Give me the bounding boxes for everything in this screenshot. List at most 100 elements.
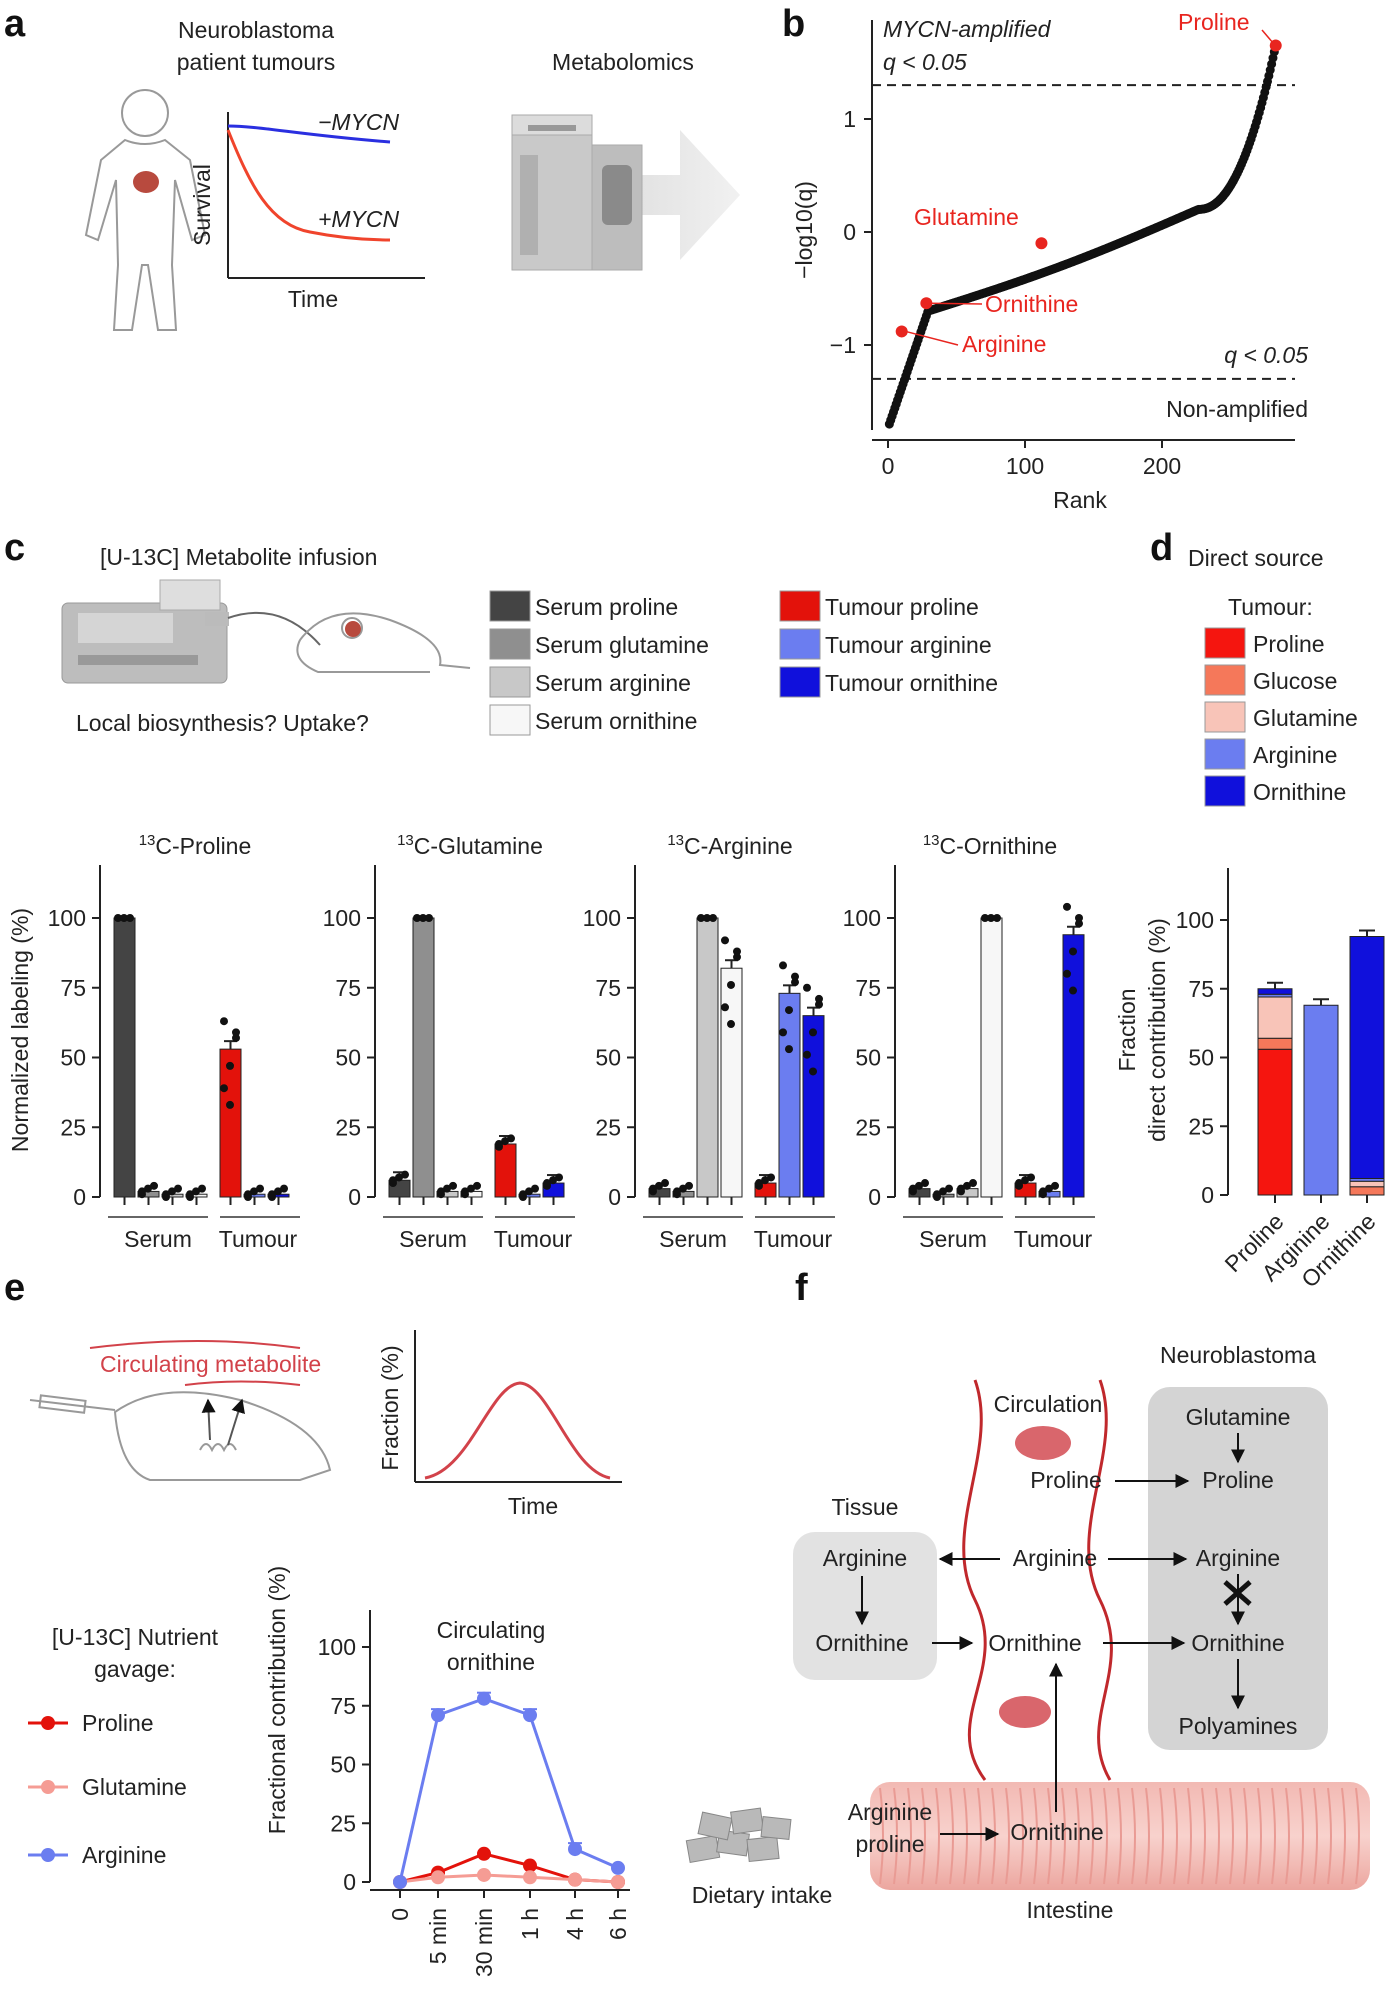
c-y-tick-label: 0 xyxy=(73,1184,86,1210)
survival-plot: −MYCN +MYCN Survival Time xyxy=(189,109,425,312)
e-data-point xyxy=(611,1860,625,1875)
e-legend-marker xyxy=(41,1848,55,1862)
c-y-tick-label: 50 xyxy=(60,1045,86,1071)
d-y-tick-label: 50 xyxy=(1188,1045,1214,1071)
b-highlight-point xyxy=(1035,237,1048,250)
b-x-axis-label: Rank xyxy=(1053,487,1107,513)
c-data-dot xyxy=(1021,1176,1029,1185)
d-bar-segment xyxy=(1349,936,1385,1179)
c-data-dot xyxy=(192,1187,200,1196)
d-bar-segment xyxy=(1349,1186,1385,1196)
e-data-point xyxy=(431,1708,445,1723)
c-bar xyxy=(219,1048,242,1198)
panel-d-label: d xyxy=(1150,527,1173,569)
c-data-dot xyxy=(685,1181,693,1190)
panel-e-label: e xyxy=(4,1267,25,1309)
c-y-tick-label: 0 xyxy=(348,1184,361,1210)
c-data-dot xyxy=(467,1184,475,1193)
c-tumour-label: Tumour xyxy=(219,1226,298,1252)
c-bar xyxy=(113,917,136,1198)
e-y-tick-label: 100 xyxy=(318,1634,356,1660)
c-data-dot xyxy=(981,914,989,922)
c-data-dot xyxy=(661,1179,669,1188)
panel-f-label: f xyxy=(795,1267,808,1309)
c-data-dot xyxy=(1063,902,1071,911)
e-legend-marker xyxy=(41,1716,55,1730)
c-legend-label: Tumour proline xyxy=(825,594,979,620)
c-data-dot xyxy=(1045,1184,1053,1193)
int-proline: proline xyxy=(855,1831,924,1857)
e-data-point xyxy=(523,1858,537,1873)
mycn-amplified-label: MYCN-amplified xyxy=(883,16,1052,42)
bottom-q-threshold-label: q < 0.05 xyxy=(1224,342,1308,368)
c-data-dot xyxy=(709,914,717,922)
c-data-dot xyxy=(733,953,741,962)
tissue-arginine: Arginine xyxy=(823,1545,907,1571)
b-highlight-point xyxy=(920,297,933,310)
e-y-axis-label: Fractional contribution (%) xyxy=(264,1566,290,1834)
c-data-dot xyxy=(198,1184,206,1193)
circ-arginine: Arginine xyxy=(1013,1545,1097,1571)
c-data-dot xyxy=(969,1179,977,1188)
c-data-dot xyxy=(987,914,995,922)
tumour-icon xyxy=(133,171,159,193)
c-data-dot xyxy=(921,1179,929,1188)
c-data-dot xyxy=(395,1173,403,1182)
non-amplified-label: Non-amplified xyxy=(1166,396,1308,422)
c-chart-2: 13C-Arginine 0 25 50 75 100 Serum Tumour xyxy=(583,832,835,1252)
c-data-dot xyxy=(697,914,705,922)
c-legend-swatch xyxy=(779,628,821,660)
b-y-tick-label: 0 xyxy=(843,219,856,245)
c-data-dot xyxy=(727,1020,735,1029)
c-bar xyxy=(778,992,801,1198)
c-data-dot xyxy=(809,1067,817,1076)
c-y-tick-label: 50 xyxy=(595,1045,621,1071)
d-legend-label: Glucose xyxy=(1253,668,1337,694)
c-y-tick-label: 0 xyxy=(868,1184,881,1210)
c-legend-swatch xyxy=(779,590,821,622)
c-data-dot xyxy=(114,914,122,922)
tumours-title-line1: Neuroblastoma xyxy=(178,17,334,43)
intestine-illustration xyxy=(870,1782,1370,1890)
dietary-food-icon xyxy=(685,1807,792,1864)
c-data-dot xyxy=(779,961,787,970)
circulation-label: Circulation xyxy=(994,1391,1103,1417)
d-legend-label: Ornithine xyxy=(1253,779,1346,805)
c-data-dot xyxy=(473,1181,481,1190)
int-ornithine: Ornithine xyxy=(1010,1819,1103,1845)
c-data-dot xyxy=(437,1187,445,1196)
circulating-metabolite-label: Circulating metabolite xyxy=(100,1351,321,1377)
c-data-dot xyxy=(803,1050,811,1059)
c-data-dot xyxy=(449,1181,457,1190)
c-legend-swatch xyxy=(489,590,531,622)
c-chart-title: 13C-Glutamine xyxy=(397,832,543,859)
c-data-dot xyxy=(168,1187,176,1196)
c-data-dot xyxy=(649,1184,657,1193)
e-x-tick-label: 1 h xyxy=(517,1908,543,1940)
red-blood-cell-icon xyxy=(1015,1426,1071,1460)
survival-axis-label: Survival xyxy=(189,164,215,246)
c-y-tick-label: 75 xyxy=(335,975,361,1001)
tissue-ornithine: Ornithine xyxy=(815,1630,908,1656)
gavage-title-line1: [U-13C] Nutrient xyxy=(52,1624,219,1650)
d-legend-swatch xyxy=(1204,664,1246,696)
c-data-dot xyxy=(727,980,735,989)
e-x-tick-label: 5 min xyxy=(425,1908,451,1964)
c-data-dot xyxy=(507,1134,515,1143)
c-y-tick-label: 75 xyxy=(855,975,881,1001)
c-data-dot xyxy=(703,914,711,922)
c-data-dot xyxy=(809,1028,817,1037)
fraction-axis-label: Fraction (%) xyxy=(377,1345,403,1470)
c-legend-label: Tumour ornithine xyxy=(825,670,998,696)
b-highlight-point xyxy=(895,325,908,338)
c-legend-label: Tumour arginine xyxy=(825,632,992,658)
c-data-dot xyxy=(1051,1181,1059,1190)
d-bar-segment xyxy=(1349,1180,1385,1188)
c-data-dot xyxy=(733,947,741,956)
panel-b-label: b xyxy=(782,3,805,45)
c-data-dot xyxy=(1027,1173,1035,1182)
c-legend-label: Serum glutamine xyxy=(535,632,709,658)
c-data-dot xyxy=(963,1181,971,1190)
c-data-dot xyxy=(815,994,823,1003)
e-x-tick-label: 0 xyxy=(387,1908,413,1921)
